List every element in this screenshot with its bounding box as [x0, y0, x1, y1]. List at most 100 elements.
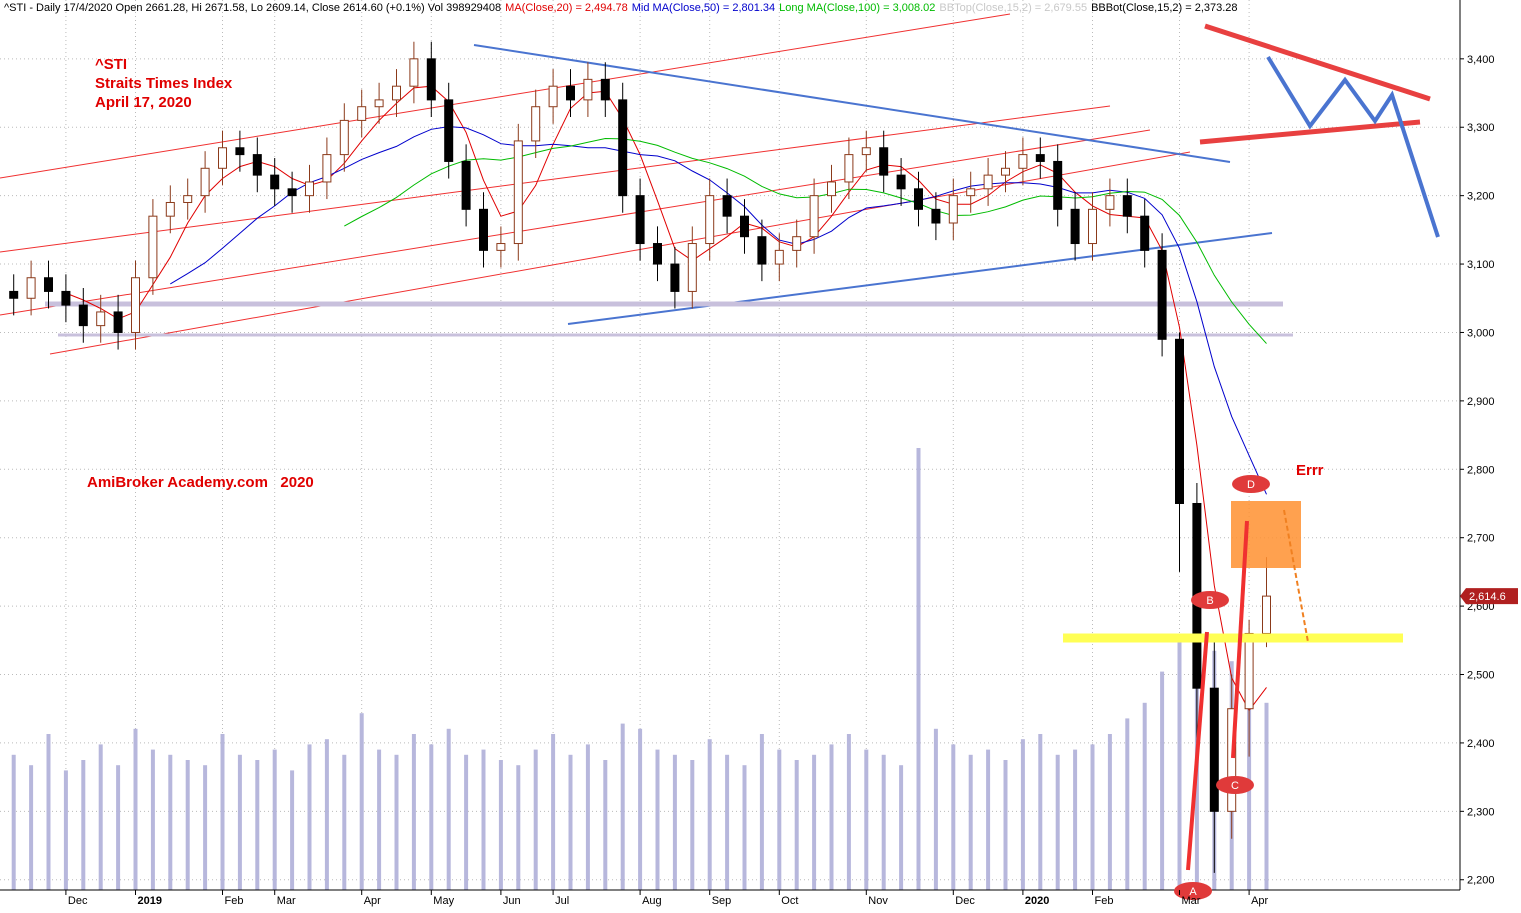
volume-bar: [568, 754, 573, 890]
point-badge: [1216, 776, 1254, 794]
price-tag: [1460, 588, 1518, 605]
header-part: BBBot(Close,15,2) = 2,373.28: [1091, 2, 1237, 14]
candle-body: [287, 188, 297, 197]
candle-body: [270, 174, 280, 190]
annotation: ^STI: [95, 56, 127, 73]
candle-body: [357, 106, 367, 121]
swing-line: [1186, 631, 1209, 871]
point-label: B: [1206, 595, 1213, 607]
volume-bar: [307, 744, 312, 890]
candle-body: [792, 236, 802, 251]
axis-labels: 2,2002,3002,4002,5002,6002,7002,8002,900…: [65, 54, 1518, 907]
volume-bar: [986, 749, 991, 890]
x-tick-label: Oct: [781, 895, 798, 907]
volume-bar: [464, 754, 469, 890]
volume-bar: [533, 749, 538, 890]
annotation: AmiBroker Academy.com 2020: [87, 474, 314, 491]
volume-bar: [777, 749, 782, 890]
volume-bar: [1038, 734, 1043, 890]
y-tick-label: 2,900: [1467, 396, 1495, 408]
annotation: Errr: [1296, 462, 1324, 479]
volume-bar: [881, 754, 886, 890]
candle-body: [600, 78, 610, 101]
candle-body: [740, 215, 749, 238]
header-part: BBTop(Close,15,2) = 2,679.55: [939, 2, 1087, 14]
zigzag: [1266, 55, 1440, 238]
price-tag-label: 2,614.6: [1469, 591, 1506, 603]
candle-body: [9, 290, 19, 299]
volume-bar: [1142, 702, 1147, 890]
moving-average: [344, 137, 1267, 344]
candle-body: [722, 195, 732, 217]
x-tick-label: Aug: [642, 895, 662, 907]
volume-bar: [63, 770, 68, 890]
candle-body: [113, 311, 123, 333]
candle-body: [339, 119, 349, 156]
volume-bar: [603, 760, 608, 890]
volume-bar: [742, 765, 747, 890]
volume-bar: [11, 754, 16, 890]
channel-line: [0, 129, 1151, 316]
volume-bar: [1247, 692, 1252, 890]
candle-body: [705, 195, 715, 245]
candle-body: [1070, 208, 1080, 245]
candle-body: [809, 195, 819, 238]
volume-bar: [429, 744, 434, 890]
volume-bar: [1264, 702, 1269, 890]
volume-bar: [1090, 744, 1095, 890]
x-tick-label: 2019: [138, 895, 162, 907]
volume-bar: [812, 754, 817, 890]
volume-bar: [1160, 671, 1165, 890]
x-tick-label: Nov: [868, 895, 888, 907]
volume-bar: [498, 760, 503, 890]
target-box: [1231, 501, 1301, 568]
y-tick-label: 2,400: [1467, 738, 1495, 750]
volume-bar: [638, 728, 643, 890]
y-tick-label: 2,200: [1467, 875, 1495, 887]
x-tick-label: Feb: [1095, 895, 1114, 907]
trend-line: [567, 232, 1273, 325]
volume-bar: [411, 734, 416, 890]
candle-body: [827, 181, 836, 197]
candle-body: [618, 99, 628, 197]
x-tick-label: Apr: [1251, 895, 1268, 907]
channel-line: [0, 13, 1011, 179]
volume-bar: [481, 749, 486, 890]
header-part: Mid MA(Close,50) = 2,801.34: [632, 2, 775, 14]
candle-body: [26, 277, 36, 299]
volume-bar: [150, 749, 155, 890]
candle-body: [1088, 208, 1097, 245]
candle-body: [1209, 687, 1219, 812]
y-tick-label: 3,300: [1467, 122, 1495, 134]
x-tick-label: Apr: [364, 895, 381, 907]
moving-averages: [65, 85, 1267, 712]
candle-body: [861, 147, 871, 156]
candle-body: [914, 188, 923, 210]
volume-bar: [864, 749, 869, 890]
candle-body: [635, 195, 645, 245]
volume-bar: [916, 448, 921, 890]
volume-bar: [516, 765, 521, 890]
candle-body: [1053, 160, 1063, 210]
candle-body: [461, 160, 471, 210]
point-label: D: [1247, 479, 1255, 491]
candle-body: [322, 154, 332, 183]
candle-body: [966, 188, 976, 197]
volume-bar: [237, 754, 242, 890]
candle-body: [1122, 195, 1132, 217]
candle-body: [531, 106, 541, 142]
y-tick-label: 2,500: [1467, 670, 1495, 682]
point-label: A: [1189, 886, 1197, 898]
volume-bar: [1073, 749, 1078, 890]
candle-body: [496, 243, 506, 251]
volume-bar: [81, 760, 86, 890]
volume-bar: [968, 754, 973, 890]
candle-body: [183, 195, 193, 203]
y-tick-label: 3,400: [1467, 54, 1495, 66]
candle-body: [479, 208, 488, 251]
trend-line: [473, 44, 1231, 163]
candle-body: [1105, 195, 1115, 210]
candle-body: [1175, 338, 1184, 504]
y-tick-label: 3,200: [1467, 191, 1495, 203]
